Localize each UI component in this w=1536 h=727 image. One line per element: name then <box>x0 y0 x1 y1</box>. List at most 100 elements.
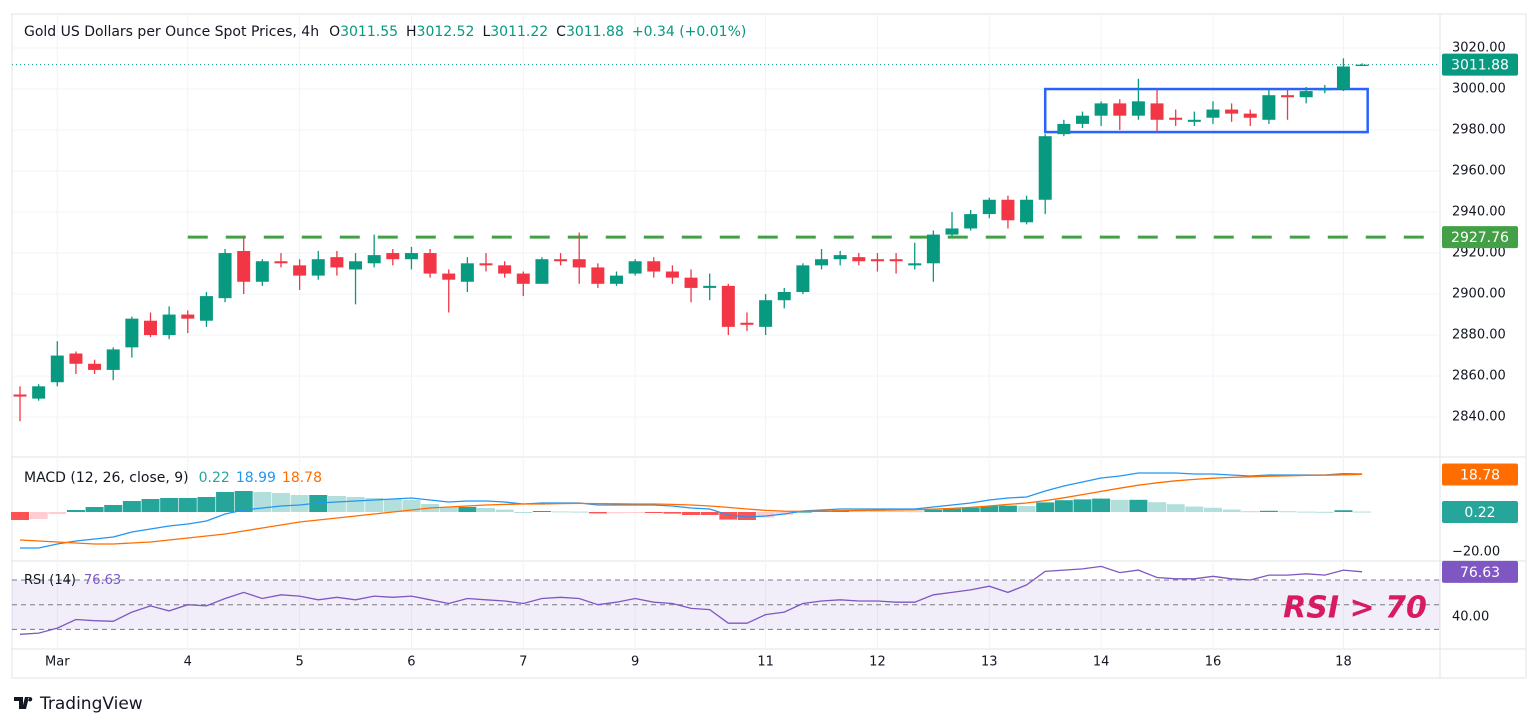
candle-body <box>516 273 530 284</box>
candle-body <box>1169 117 1183 120</box>
candle-body <box>777 292 791 301</box>
candle-body <box>964 214 978 229</box>
histogram-bar <box>924 509 943 512</box>
histogram-bar <box>1073 499 1092 512</box>
candle-body <box>162 314 176 336</box>
candle-body <box>88 363 102 370</box>
histogram-bar <box>1297 511 1316 513</box>
candle-body <box>1355 64 1369 66</box>
histogram-bar <box>756 512 775 518</box>
candle-body <box>460 263 474 282</box>
candle-body <box>237 251 251 282</box>
histogram-bar <box>477 508 496 512</box>
histogram-bar <box>1148 502 1167 512</box>
candle-body <box>1336 66 1350 90</box>
histogram-label-bg <box>1442 501 1518 523</box>
histogram-bar <box>234 491 253 512</box>
y-tick-label: −20.00 <box>1452 545 1500 560</box>
legend-title: Gold US Dollars per Ounce Spot Prices, 4… <box>24 24 320 40</box>
candle-body <box>572 259 586 268</box>
legend-value: 3012.52 <box>416 24 475 40</box>
candle-body <box>815 259 829 266</box>
candle-body <box>255 261 269 282</box>
candle-body <box>32 386 46 399</box>
y-tick-label: 2940.00 <box>1452 205 1506 220</box>
candle-body <box>1187 119 1201 122</box>
histogram-bar <box>532 511 551 512</box>
histogram-bar <box>178 498 197 512</box>
histogram-bar <box>551 511 570 513</box>
candle-body <box>1262 95 1276 120</box>
y-tick-label: 40.00 <box>1452 610 1489 625</box>
y-tick-label: 2880.00 <box>1452 328 1506 343</box>
histogram-bar <box>458 507 477 512</box>
rsi-annotation: RSI > 70 <box>1283 591 1427 626</box>
histogram-bar <box>85 507 104 512</box>
histogram-bar <box>980 506 999 512</box>
candle-body <box>13 394 27 397</box>
histogram-bar <box>1203 507 1222 512</box>
frame <box>11 13 1527 679</box>
histogram-bar <box>1092 498 1111 512</box>
histogram-bar <box>849 510 868 512</box>
y-tick-label: 3000.00 <box>1452 82 1506 97</box>
histogram-bar <box>700 512 719 515</box>
legend-value: 18.99 <box>235 470 276 486</box>
legend-key: H <box>406 24 417 40</box>
signal-label: 18.78 <box>1460 467 1500 483</box>
candle-body <box>628 261 642 274</box>
candle-body <box>609 275 623 284</box>
legend-value: 18.78 <box>281 470 322 486</box>
candle-body <box>1318 89 1332 91</box>
histogram-bar <box>346 497 365 512</box>
histogram-bar <box>11 512 30 520</box>
candle-body <box>423 253 437 274</box>
histogram-bar <box>439 507 458 512</box>
candle-body <box>1094 103 1108 116</box>
candle-body <box>293 265 307 276</box>
legend-key: L <box>482 24 491 40</box>
legend-change: +0.34 (+0.01%) <box>631 24 747 40</box>
candle-body <box>1225 109 1239 114</box>
y-tick-label: 2860.00 <box>1452 369 1506 384</box>
histogram-bar <box>514 512 533 513</box>
x-tick-label: 7 <box>519 655 527 670</box>
histogram-bar <box>793 511 812 513</box>
candle-body <box>1243 113 1257 118</box>
candle-body <box>740 322 754 325</box>
histogram-bar <box>141 499 160 512</box>
candle-body <box>1075 115 1089 124</box>
macd-line <box>20 472 1363 549</box>
candle-body <box>330 257 344 268</box>
candle-body <box>647 261 661 272</box>
histogram-bar <box>122 501 141 512</box>
x-tick-label: 5 <box>295 655 303 670</box>
range-box <box>1043 87 1369 134</box>
candle-body <box>1057 123 1071 135</box>
histogram-bar <box>29 512 48 519</box>
candle-body <box>684 277 698 288</box>
legend-value: 3011.55 <box>340 24 399 40</box>
last-price-label: 3011.88 <box>1451 58 1509 74</box>
histogram-bar <box>1334 510 1353 512</box>
candle-body <box>69 353 83 364</box>
macd-line <box>19 473 1363 545</box>
histogram-bar <box>1110 499 1129 512</box>
x-tick-label: 16 <box>1205 655 1222 670</box>
candle-body <box>181 314 195 319</box>
histogram-bar <box>644 512 663 513</box>
candle-body <box>311 259 325 276</box>
y-tick-label: 3020.00 <box>1452 41 1506 56</box>
histogram-bar <box>905 511 924 513</box>
legend-value: 3011.22 <box>490 24 549 40</box>
candle-body <box>1299 91 1313 98</box>
histogram-bar <box>1353 511 1372 513</box>
candle-body <box>833 255 847 260</box>
signal-label-bg <box>1442 463 1518 486</box>
candle-body <box>870 259 884 262</box>
histogram-bar <box>290 495 309 512</box>
candle-body <box>982 199 996 215</box>
histogram-bar <box>943 508 962 512</box>
histogram-bar <box>216 492 235 512</box>
